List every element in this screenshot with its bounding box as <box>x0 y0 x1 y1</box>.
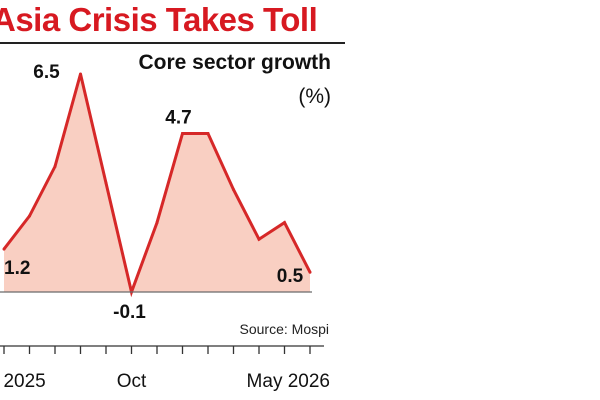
data-point <box>2 247 6 251</box>
x-tick-label: May 2025 <box>0 371 46 392</box>
data-point <box>206 132 210 135</box>
area-layer <box>4 74 310 292</box>
x-axis: May 2025 Oct May 2026 <box>0 345 330 392</box>
x-tick-label: May 2026 <box>247 371 330 392</box>
data-label: 4.7 <box>165 108 191 129</box>
data-point <box>28 214 31 218</box>
data-point <box>257 237 261 241</box>
headline-rule <box>0 42 345 44</box>
data-labels: 1.2 6.5 -0.1 4.7 0.5 <box>4 62 304 323</box>
x-tick-label: Oct <box>117 371 147 392</box>
chart-svg: May 2025 Oct May 2026 1.2 6.5 -0.1 4.7 0.5 <box>0 62 330 392</box>
data-point <box>155 221 159 225</box>
headline: Asia Crisis Takes Toll <box>0 1 318 38</box>
series-area <box>4 74 310 292</box>
data-label: -0.1 <box>113 302 146 323</box>
chart-unit: (%) <box>298 85 331 108</box>
data-point <box>104 181 108 185</box>
data-label: 1.2 <box>4 258 30 279</box>
data-point <box>232 188 235 192</box>
data-point <box>308 270 312 274</box>
data-point <box>79 72 82 76</box>
data-label: 0.5 <box>277 266 304 287</box>
data-point <box>181 132 184 135</box>
chart-title: Core sector growth <box>138 51 331 74</box>
data-point <box>53 165 57 168</box>
data-label: 6.5 <box>33 62 60 83</box>
source-credit: Source: Mospi <box>239 321 329 337</box>
data-point <box>283 221 286 225</box>
